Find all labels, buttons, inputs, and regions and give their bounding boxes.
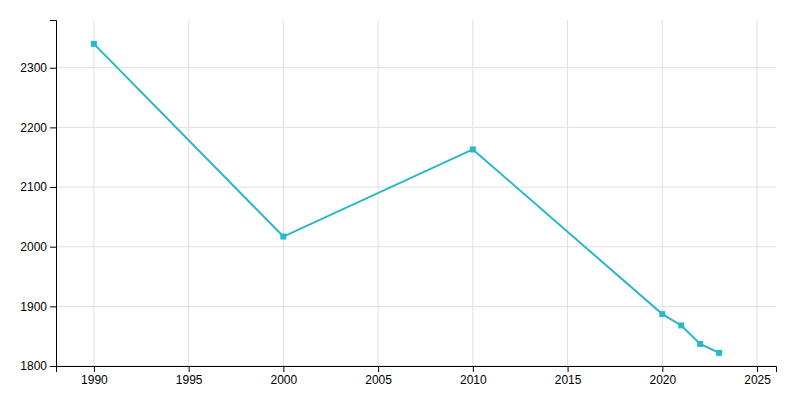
tick: 1990 (81, 366, 108, 387)
tick-label: 2200 (20, 121, 47, 135)
y-axis: 1800 1900 2000 2100 2200 2300 (20, 21, 56, 374)
marker (470, 146, 476, 152)
tick: 1800 (20, 359, 56, 373)
tick: 2015 (555, 366, 582, 387)
tick-mark (283, 366, 284, 372)
tick: 2025 (744, 366, 771, 387)
grid-line-y (56, 246, 776, 247)
x-axis: 1990 1995 2000 2005 2010 2015 2020 2025 (57, 366, 777, 387)
tick: 2010 (460, 366, 487, 387)
tick: 2005 (365, 366, 392, 387)
tick-mark (94, 366, 95, 372)
tick-label: 1990 (81, 373, 108, 387)
tick-mark (662, 366, 663, 372)
grid-line-y (56, 67, 776, 68)
grid-line-y (56, 127, 776, 128)
marker (280, 234, 286, 240)
tick-label: 2015 (555, 373, 582, 387)
grid-line-x (93, 20, 94, 366)
tick-label: 2100 (20, 180, 47, 194)
tick-label: 1800 (20, 359, 47, 373)
chart: 1990 1995 2000 2005 2010 2015 2020 2025 1800 1900… (0, 0, 800, 400)
tick-label: 2005 (365, 373, 392, 387)
tick-mark (50, 127, 56, 128)
tick-mark (50, 366, 56, 367)
grid-line-x (188, 20, 189, 366)
grid-line-x (757, 20, 758, 366)
marker (659, 311, 665, 317)
tick: 1900 (20, 300, 56, 314)
tick-mark (189, 366, 190, 372)
tick: 2100 (20, 180, 56, 194)
marker (678, 322, 684, 328)
tick-mark (378, 366, 379, 372)
grid-line-x (283, 20, 284, 366)
tick-mark (473, 366, 474, 372)
tick-label: 2025 (744, 373, 771, 387)
tick-label: 2300 (20, 61, 47, 75)
grid-line-y (56, 187, 776, 188)
grid-line-y (56, 306, 776, 307)
tick: 2000 (20, 240, 56, 254)
grid-line-x (567, 20, 568, 366)
marker (91, 41, 97, 47)
marker (697, 341, 703, 347)
tick-label: 1900 (20, 300, 47, 314)
tick-label: 2010 (460, 373, 487, 387)
tick: 2000 (271, 366, 298, 387)
grid-line-x (472, 20, 473, 366)
tick-mark (50, 247, 56, 248)
axis-line (50, 21, 57, 367)
line (94, 44, 719, 353)
tick-label: 1995 (176, 373, 203, 387)
tick: 2020 (649, 366, 676, 387)
marker (716, 350, 722, 356)
grid (56, 20, 776, 366)
tick-mark (568, 366, 569, 372)
tick-label: 2000 (20, 240, 47, 254)
tick-mark (757, 366, 758, 372)
tick: 2200 (20, 121, 56, 135)
plot: 1990 1995 2000 2005 2010 2015 2020 2025 1800 1900… (20, 20, 776, 387)
tick: 1995 (176, 366, 203, 387)
tick-mark (50, 306, 56, 307)
tick: 2300 (20, 61, 56, 75)
marks (91, 41, 722, 356)
tick-label: 2000 (271, 373, 298, 387)
axis-line (57, 367, 777, 373)
tick-mark (50, 187, 56, 188)
tick-mark (50, 68, 56, 69)
tick-label: 2020 (649, 373, 676, 387)
